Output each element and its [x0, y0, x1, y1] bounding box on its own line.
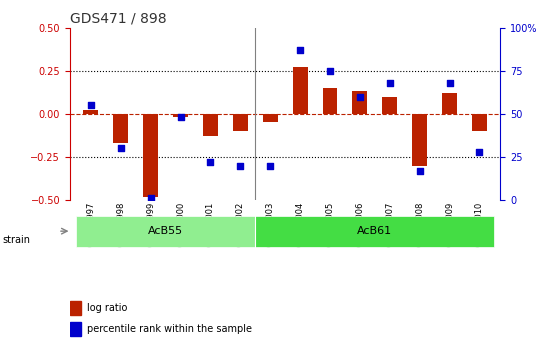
Text: AcB61: AcB61 [357, 226, 392, 236]
Point [116, 146, 125, 151]
Bar [203, 114, 218, 136]
Point [356, 94, 364, 99]
FancyBboxPatch shape [255, 216, 494, 247]
Bar [233, 114, 248, 131]
Point [236, 163, 245, 168]
Bar [83, 110, 98, 114]
Bar [352, 91, 367, 114]
Point [445, 80, 454, 86]
Bar [173, 114, 188, 117]
Bar [293, 67, 308, 114]
Point [87, 102, 95, 108]
Point [475, 149, 484, 155]
Point [325, 68, 334, 73]
Text: percentile rank within the sample: percentile rank within the sample [87, 324, 252, 334]
Point [266, 163, 274, 168]
Point [146, 196, 155, 201]
Point [206, 159, 215, 165]
Bar [114, 114, 128, 143]
Text: GDS471 / 898: GDS471 / 898 [70, 11, 167, 25]
Bar [70, 322, 81, 336]
Text: strain: strain [3, 235, 31, 245]
Bar [263, 114, 278, 122]
Text: log ratio: log ratio [87, 303, 128, 313]
Bar [322, 88, 337, 114]
Point [296, 47, 305, 53]
Bar [472, 114, 487, 131]
Point [385, 80, 394, 86]
Text: AcB55: AcB55 [148, 226, 183, 236]
Bar [143, 114, 158, 197]
Point [176, 115, 185, 120]
Bar [442, 93, 457, 114]
FancyBboxPatch shape [76, 216, 255, 247]
Bar [70, 301, 81, 315]
Bar [383, 97, 397, 114]
Point [415, 168, 424, 174]
Bar [412, 114, 427, 166]
